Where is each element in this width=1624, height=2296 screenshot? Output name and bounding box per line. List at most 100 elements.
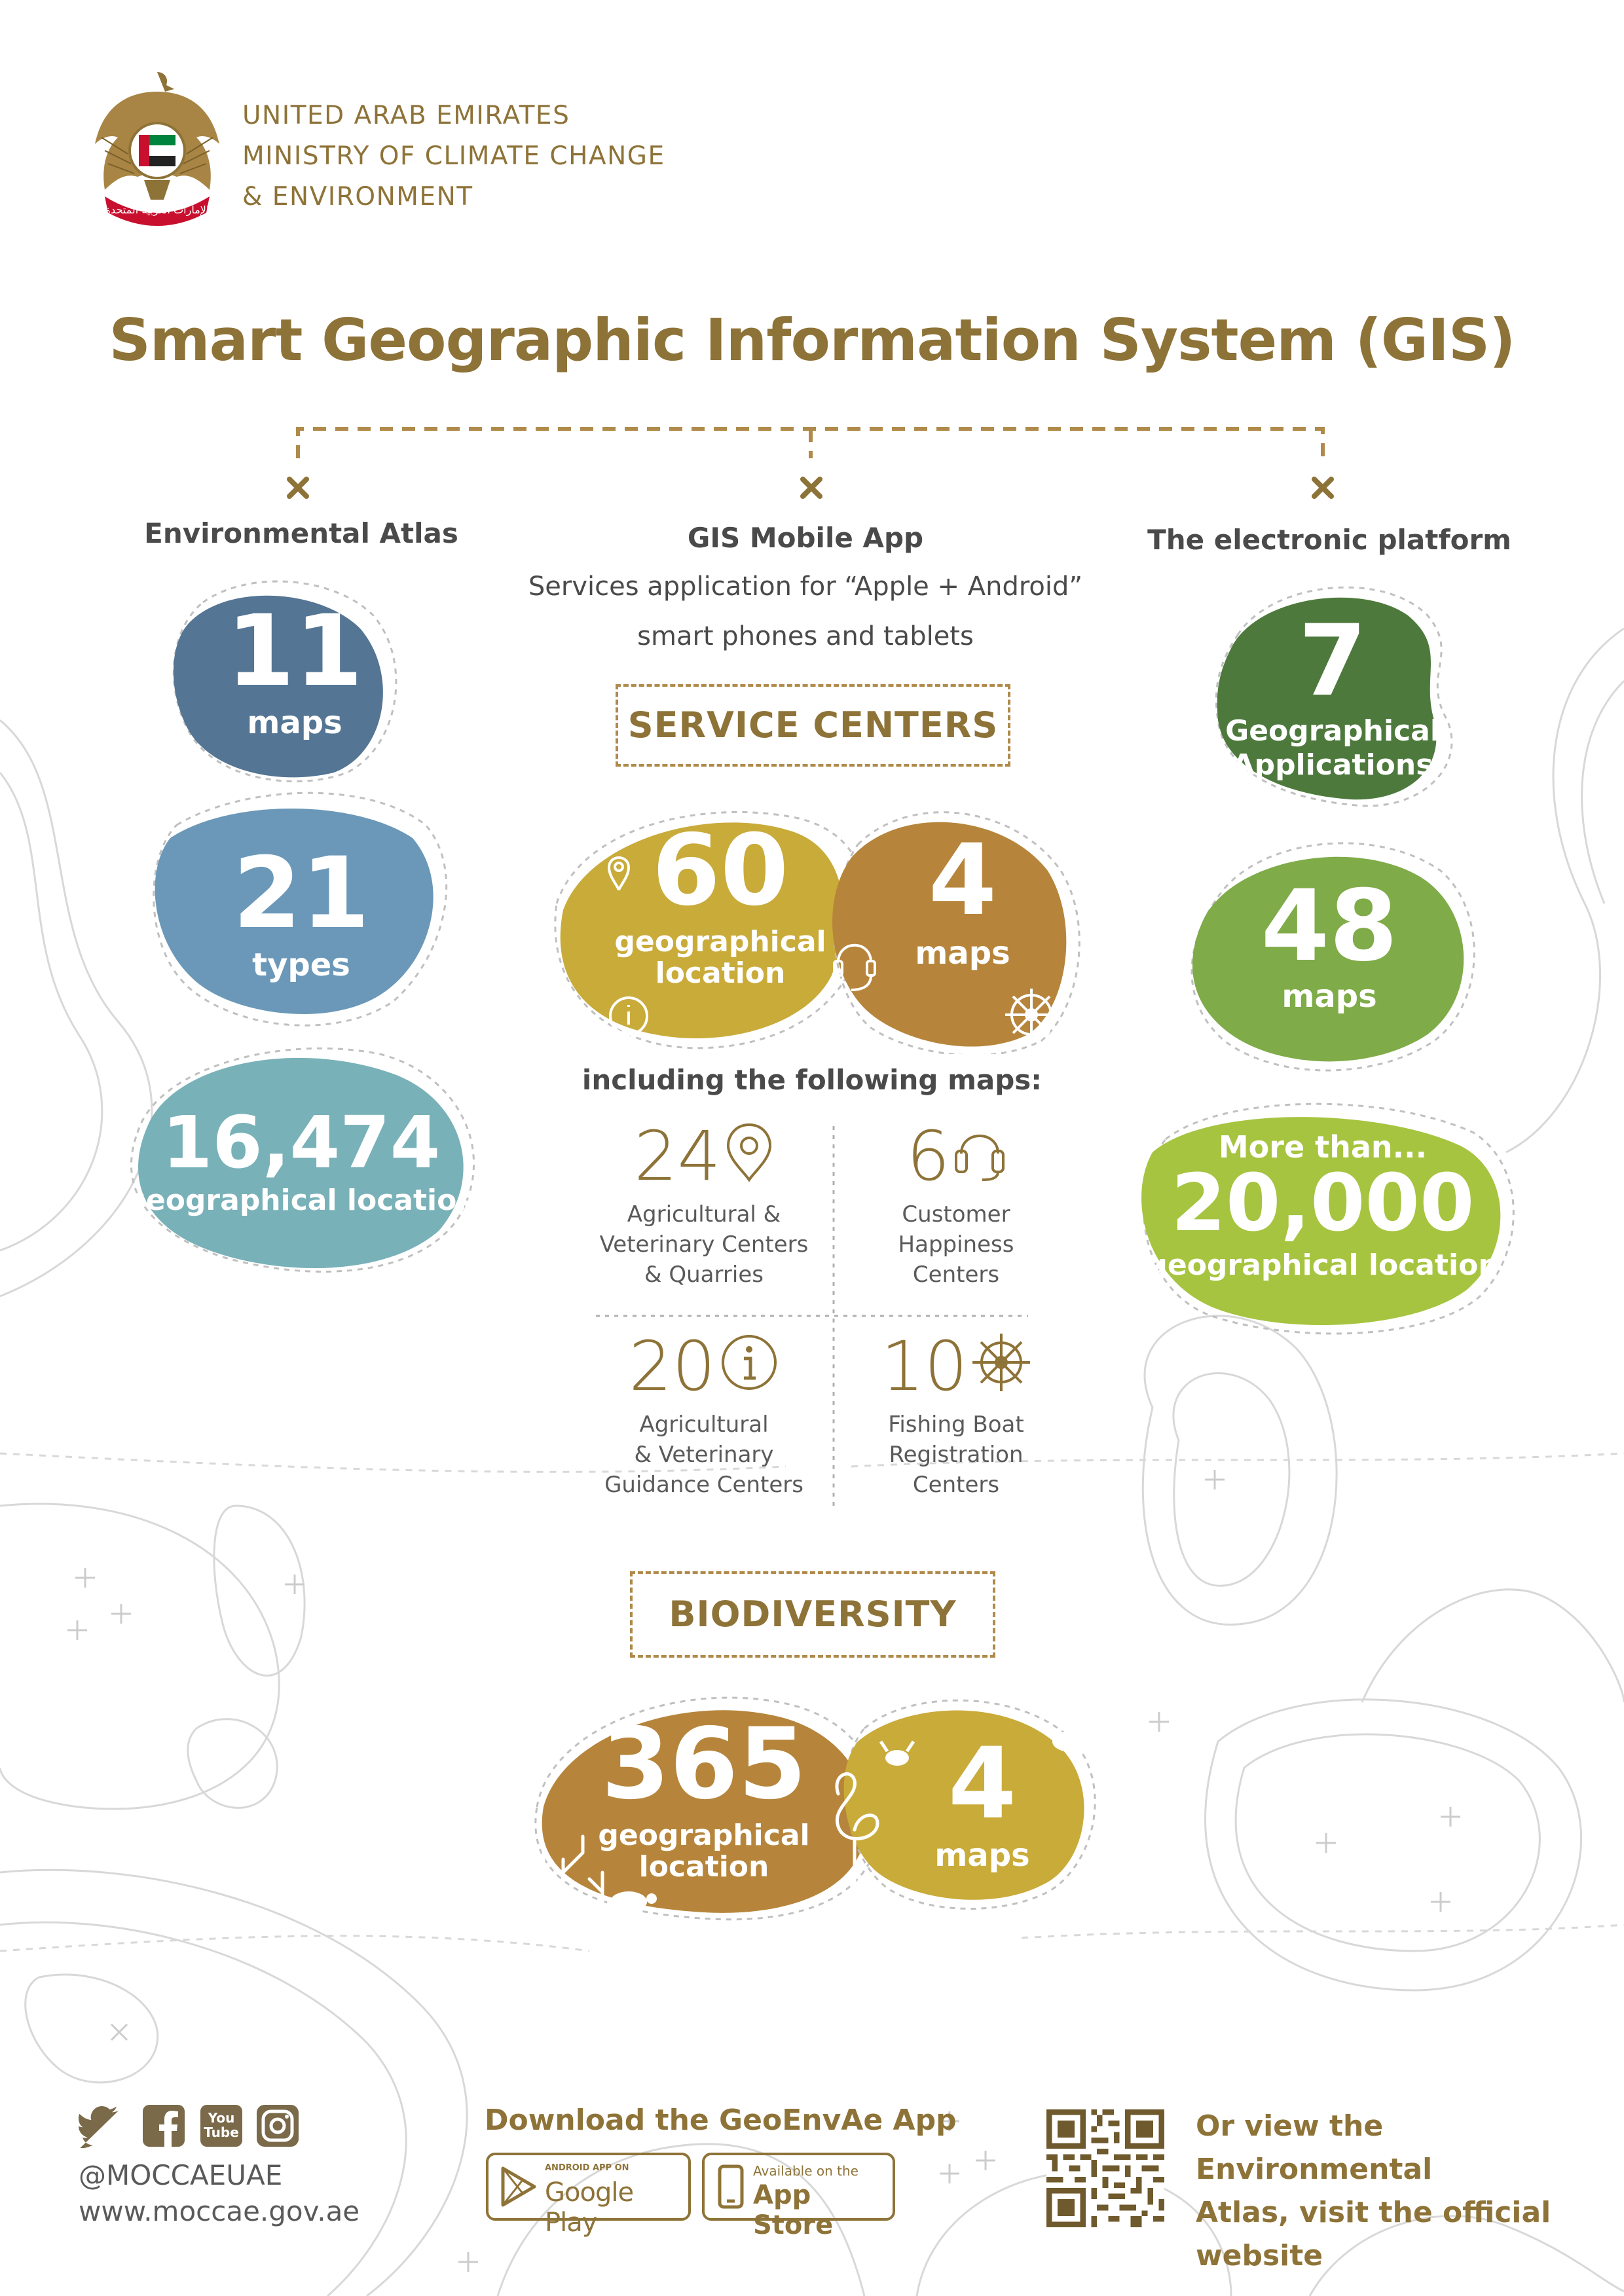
ministry-line-3: & ENVIRONMENT [242,182,473,211]
page-title: Smart Geographic Information System (GIS… [109,306,1516,374]
item-label-line-2: & Veterinary [634,1442,774,1468]
atlas-note-line-3: website [1196,2239,1323,2272]
google-play-badge[interactable]: ANDROID APP ON Google Play [486,2153,691,2238]
app-store-badge[interactable]: Available on the App Store [702,2153,895,2240]
stat-value: 365 [601,1707,807,1821]
ship-wheel-icon [1005,989,1058,1041]
biodiversity-label: BIODIVERSITY [630,1571,995,1658]
crab-icon [879,1740,915,1766]
atlas-note-line-2: Atlas, visit the official [1196,2196,1551,2229]
youtube-text-tube: Tube [204,2124,239,2140]
stat-blob-20000 [1141,1102,1515,1335]
map-item-customer-happiness: 6 Customer Happiness Centers [845,1121,1067,1290]
heading-gis-mobile-app: GIS Mobile App [687,522,924,554]
item-value: 6 [906,1116,950,1196]
map-item-fishing-boat: 10 Fishing Boat Registration Centers [845,1332,1067,1500]
branch-connector [287,427,1334,499]
twitter-icon[interactable] [79,2106,128,2148]
map-item-guidance-centers: 20 Agricultural & Veterinary Guidance Ce… [589,1332,819,1500]
atlas-note-line-1: Or view the Environmental [1196,2109,1433,2186]
flamingo-icon [835,1772,879,1894]
stat-blob-11-maps [172,580,397,782]
ship-wheel-icon [972,1334,1030,1391]
atlas-website-note: Or view the Environmental Atlas, visit t… [1196,2105,1624,2278]
stat-16474-locations: 16,474 geographical location [118,1106,485,1217]
play-store-icon [501,2166,536,2207]
mobile-app-description-line-2: smart phones and tablets [637,621,974,651]
coral-icon [542,1834,604,1914]
youtube-icon[interactable]: You Tube [200,2105,242,2147]
info-icon [609,996,648,1036]
stat-value: 4 [928,824,997,938]
stat-label-line-1: geographical [598,1819,810,1852]
maps-grid-dividers [596,1126,1028,1506]
item-label-line-3: & Quarries [644,1262,764,1288]
item-value: 10 [881,1326,968,1406]
item-label-line-3: Guidance Centers [604,1472,803,1498]
stat-label-line-2: Applications [1232,748,1433,782]
stat-blob-48-maps [1190,842,1475,1072]
stat-21-types: 21 types [151,845,452,983]
stat-value: 20,000 [1171,1158,1475,1249]
smartphone-icon [718,2164,744,2209]
app-store-small-text: Available on the [753,2163,858,2179]
stat-value: 11 [226,594,363,708]
download-app-title: Download the GeoEnvAe App [485,2104,957,2137]
service-centers-label: SERVICE CENTERS [616,684,1010,767]
stat-label: types [252,947,350,983]
headset-icon [833,943,876,991]
stat-value: 48 [1261,869,1398,983]
stat-prefix: More than... [1218,1129,1428,1165]
headset-icon [954,1135,1005,1181]
item-label-line-1: Fishing Boat [888,1412,1024,1438]
youtube-text-you: You [208,2110,235,2126]
ministry-line-2: MINISTRY OF CLIMATE CHANGE [242,141,665,171]
stat-7-geographical-apps: 7 Geographical Applications [1211,612,1454,782]
stat-label-line-1: geographical [614,925,826,958]
item-label-line-1: Customer [902,1201,1010,1228]
stat-label-line-1: Geographical [1225,714,1440,748]
info-icon [721,1335,777,1390]
item-label-line-1: Agricultural & [627,1201,781,1228]
stat-blob-16474 [130,1047,475,1273]
stat-label: maps [1282,978,1377,1015]
website-link[interactable]: www.moccae.gov.ae [79,2195,360,2227]
turtle-icon [610,1891,657,1912]
stat-11-maps: 11 maps [164,602,426,741]
item-label-line-2: Registration [889,1442,1024,1468]
mobile-app-description: Services application for “Apple + Androi… [478,562,1133,661]
stat-label: geographical location [1147,1248,1499,1282]
facebook-icon[interactable] [143,2105,185,2147]
item-label-line-2: Happiness [898,1231,1014,1258]
item-value: 20 [629,1326,716,1406]
stat-value: 16,474 [162,1101,441,1184]
map-item-agri-vet-centers: 24 Agricultural & Veterinary Centers & Q… [589,1121,819,1290]
app-store-text: App Store [753,2180,834,2240]
stat-label: maps [934,1837,1030,1874]
including-maps-heading: including the following maps: [581,1064,1043,1096]
stat-value: 7 [1298,604,1367,718]
stat-label-line-2: location [638,1850,769,1884]
ministry-name: UNITED ARAB EMIRATES MINISTRY OF CLIMATE… [242,96,665,217]
qr-code[interactable] [1046,2109,1164,2227]
instagram-icon[interactable] [257,2105,299,2147]
item-label-line-1: Agricultural [639,1412,769,1438]
biodiversity-blobs [534,1696,1100,1921]
stat-label: geographical location [125,1184,477,1217]
stat-label: maps [915,935,1010,972]
svg-text:الإمارات العربية المتحدة: الإمارات العربية المتحدة [105,204,210,217]
stat-label-line-2: location [655,957,786,990]
item-value: 24 [634,1116,721,1196]
stat-value: 60 [652,814,789,928]
stat-60-locations: 60 geographical location [589,822,851,989]
fish-icon [1052,1731,1100,1752]
stat-48-maps: 48 maps [1179,877,1480,1015]
item-label-line-3: Centers [912,1472,1000,1498]
stat-value: 21 [232,837,370,951]
location-pin-icon [726,1123,771,1182]
stat-20000-locations: More than... 20,000 geographical locatio… [1126,1129,1519,1282]
google-play-small-text: ANDROID APP ON [545,2163,629,2173]
stat-blob-7-apps [1215,586,1453,807]
social-handle[interactable]: @MOCCAEUAE [79,2159,283,2191]
